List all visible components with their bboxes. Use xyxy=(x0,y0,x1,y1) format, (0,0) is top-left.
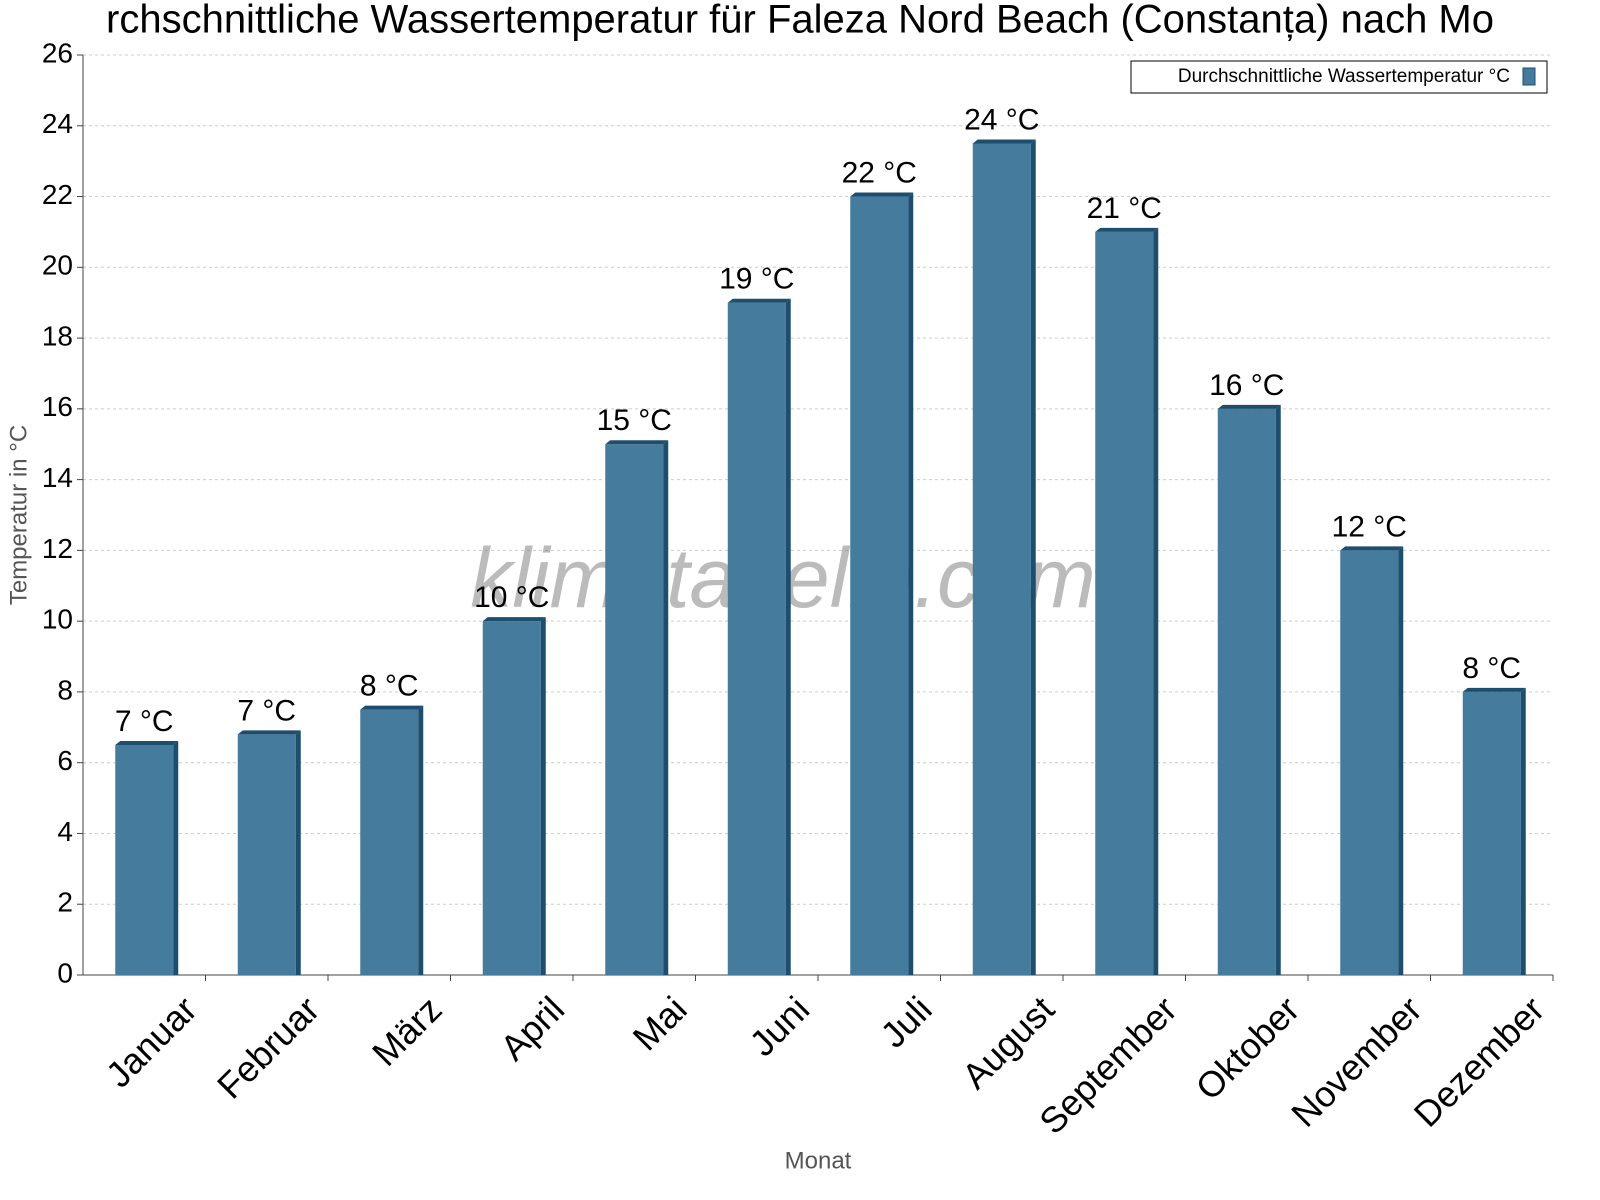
y-tick-label: 20 xyxy=(42,250,73,281)
bar-top xyxy=(482,617,546,622)
bar xyxy=(605,444,664,975)
data-label: 12 °C xyxy=(1332,510,1407,543)
bar-top xyxy=(1462,687,1526,692)
data-label: 19 °C xyxy=(719,263,794,296)
bar-side xyxy=(663,440,669,975)
bar-top xyxy=(1340,546,1404,551)
bar-side xyxy=(418,705,424,975)
bar-side xyxy=(1398,546,1404,975)
y-tick-label: 26 xyxy=(42,37,73,68)
data-label: 8 °C xyxy=(360,670,419,703)
bar xyxy=(727,302,786,975)
bar-top xyxy=(727,298,791,303)
y-tick-label: 24 xyxy=(42,108,73,139)
y-axis-label: Temperatur in °C xyxy=(5,425,32,605)
legend-label: Durchschnittliche Wassertemperatur °C xyxy=(1178,66,1510,87)
data-label: 7 °C xyxy=(115,705,174,738)
bar-side xyxy=(1153,227,1159,975)
y-tick-label: 16 xyxy=(42,391,73,422)
y-tick-label: 4 xyxy=(57,816,73,847)
data-label: 7 °C xyxy=(237,694,296,727)
data-label: 8 °C xyxy=(1462,652,1521,685)
bar-top xyxy=(1095,227,1159,232)
bar-side xyxy=(1520,687,1526,975)
y-tick-label: 14 xyxy=(42,462,73,493)
data-label: 10 °C xyxy=(474,581,549,614)
data-label: 24 °C xyxy=(964,103,1039,136)
chart-title: rchschnittliche Wassertemperatur für Fal… xyxy=(106,0,1494,42)
bar-top xyxy=(360,705,424,710)
y-tick-label: 6 xyxy=(57,745,73,776)
bar xyxy=(482,621,541,975)
bar-side xyxy=(540,617,546,975)
bar xyxy=(850,196,909,976)
legend-box xyxy=(1130,60,1548,94)
y-tick-label: 0 xyxy=(57,957,73,988)
data-label: 15 °C xyxy=(597,404,672,437)
data-label: 16 °C xyxy=(1209,369,1284,402)
legend-swatch xyxy=(1522,67,1536,86)
bar xyxy=(972,143,1031,975)
bar-side xyxy=(173,741,179,975)
bar-side xyxy=(1275,404,1281,975)
bar-side xyxy=(908,192,914,976)
bar xyxy=(360,709,419,975)
bar xyxy=(1340,550,1399,975)
bar-top xyxy=(237,730,301,735)
data-label: 22 °C xyxy=(842,156,917,189)
bar-top xyxy=(605,440,669,445)
bar-side xyxy=(1030,139,1036,975)
y-tick-label: 18 xyxy=(42,320,73,351)
bar xyxy=(115,745,174,975)
y-tick-label: 12 xyxy=(42,533,73,564)
data-label: 21 °C xyxy=(1087,192,1162,225)
y-tick-label: 8 xyxy=(57,674,73,705)
bar-top xyxy=(115,741,179,745)
y-tick-label: 2 xyxy=(57,887,73,918)
bar-top xyxy=(972,139,1036,144)
bar-side xyxy=(295,730,301,975)
bar xyxy=(1217,408,1276,975)
bar-top xyxy=(1217,404,1281,409)
bar-top xyxy=(850,192,914,197)
bar-side xyxy=(785,298,791,975)
y-tick-label: 22 xyxy=(42,179,73,210)
bar xyxy=(1095,231,1154,975)
bar xyxy=(237,734,296,975)
x-axis-label: Monat xyxy=(785,1147,852,1174)
bar xyxy=(1462,691,1521,975)
y-tick-label: 10 xyxy=(42,604,73,635)
